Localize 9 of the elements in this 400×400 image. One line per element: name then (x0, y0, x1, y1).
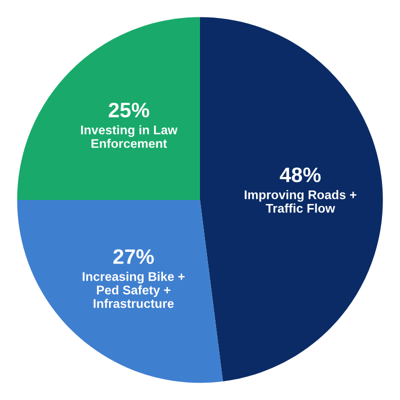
pie-slice (17, 17, 200, 200)
slice-label: Improving Roads + Traffic Flow (244, 190, 356, 213)
data-label: 48% (280, 168, 321, 182)
data-label: 25% (108, 102, 150, 118)
slice-label: Investing in Law Enforcement (81, 125, 178, 148)
pie-slice (200, 17, 383, 382)
slice-label: Increasing Bike + Ped Safety + Infrastructure (82, 272, 185, 308)
pie-slice (17, 200, 223, 383)
data-label: 27% (113, 249, 154, 264)
